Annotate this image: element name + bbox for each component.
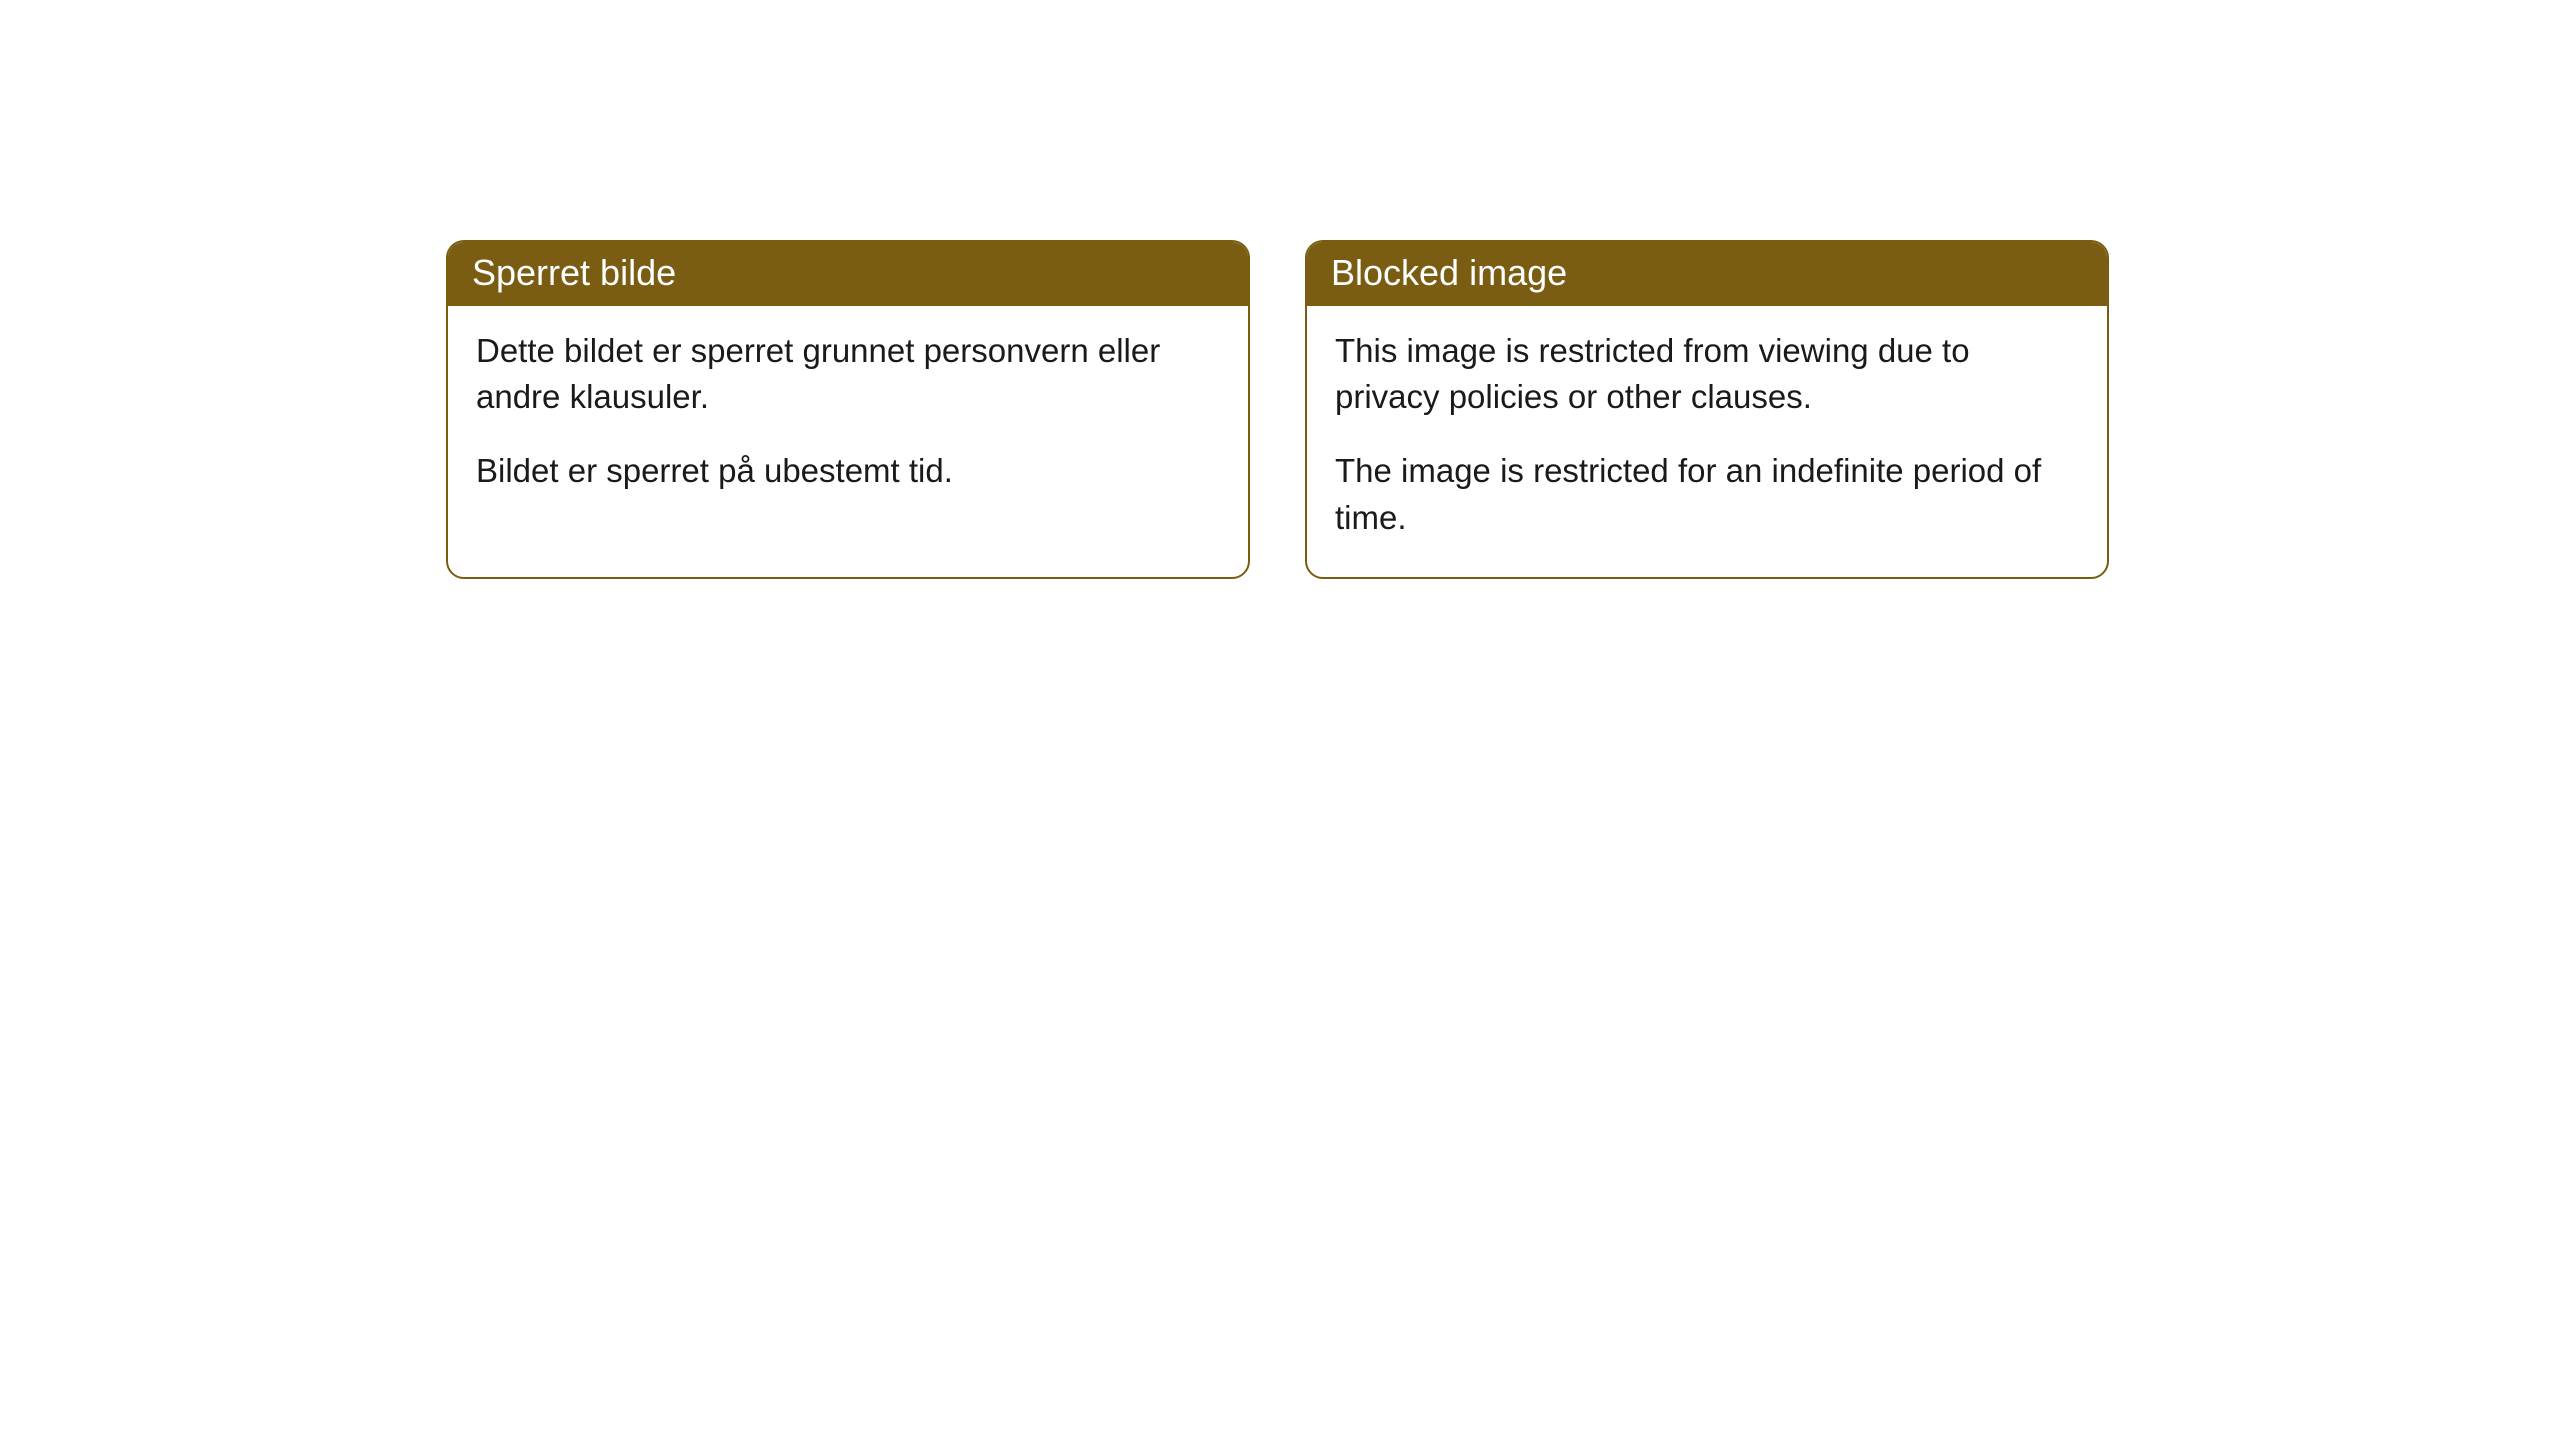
notice-text-english-1: This image is restricted from viewing du… (1335, 328, 2079, 420)
notice-card-english: Blocked image This image is restricted f… (1305, 240, 2109, 579)
notice-text-english-2: The image is restricted for an indefinit… (1335, 448, 2079, 540)
notice-text-norwegian-1: Dette bildet er sperret grunnet personve… (476, 328, 1220, 420)
notice-cards-container: Sperret bilde Dette bildet er sperret gr… (0, 0, 2560, 579)
card-header-english: Blocked image (1307, 242, 2107, 306)
card-body-norwegian: Dette bildet er sperret grunnet personve… (448, 306, 1248, 531)
card-header-norwegian: Sperret bilde (448, 242, 1248, 306)
card-body-english: This image is restricted from viewing du… (1307, 306, 2107, 577)
notice-card-norwegian: Sperret bilde Dette bildet er sperret gr… (446, 240, 1250, 579)
notice-text-norwegian-2: Bildet er sperret på ubestemt tid. (476, 448, 1220, 494)
